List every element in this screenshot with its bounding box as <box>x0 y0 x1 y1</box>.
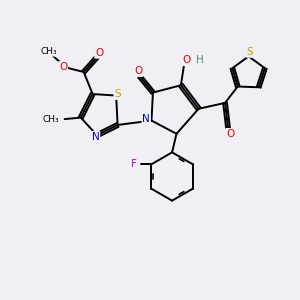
Text: N: N <box>92 132 99 142</box>
Text: CH₃: CH₃ <box>40 47 57 56</box>
Text: H: H <box>196 55 203 64</box>
Text: O: O <box>134 66 142 76</box>
Text: F: F <box>131 159 137 169</box>
Text: S: S <box>114 89 121 99</box>
Text: CH₃: CH₃ <box>42 115 59 124</box>
Text: O: O <box>95 48 103 58</box>
Text: O: O <box>59 62 67 72</box>
Text: N: N <box>142 114 150 124</box>
Text: O: O <box>226 129 235 139</box>
Text: S: S <box>247 47 253 57</box>
Text: O: O <box>183 55 191 65</box>
